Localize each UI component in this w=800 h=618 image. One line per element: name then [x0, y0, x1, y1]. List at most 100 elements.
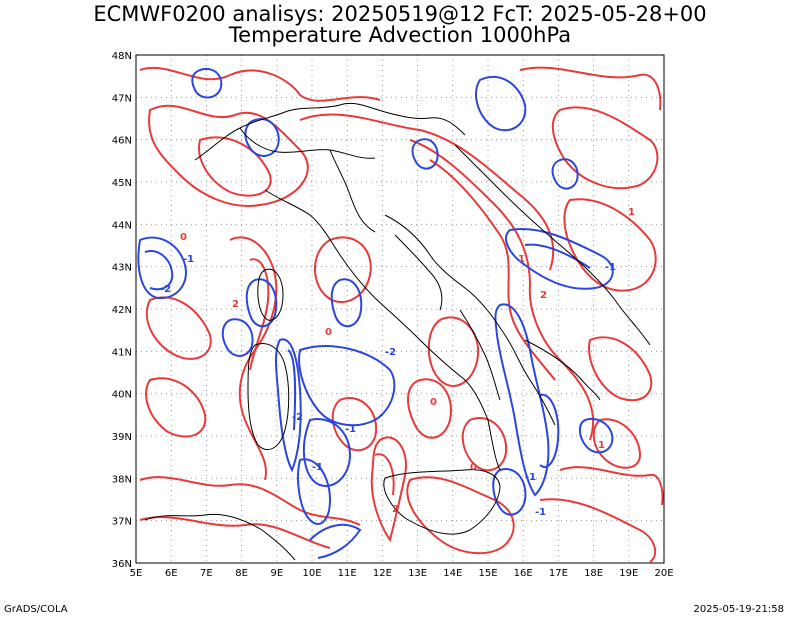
- longitude-tick-label: 6E: [165, 568, 178, 579]
- latitude-tick-label: 46N: [112, 136, 132, 147]
- longitude-tick-label: 19E: [619, 568, 638, 579]
- cold-contour: [578, 417, 614, 454]
- cold-contour: [244, 118, 280, 157]
- cold-contour: [144, 250, 174, 291]
- warm-contour: [429, 159, 556, 381]
- cold-contour: [302, 418, 352, 487]
- latitude-tick-label: 40N: [112, 390, 132, 401]
- internal-border: [459, 309, 501, 401]
- contour-label: 0: [470, 462, 477, 473]
- contour-label: -2: [292, 412, 303, 423]
- contour-label: -1: [183, 254, 194, 265]
- latitude-tick-labels: 36N 37N 38N 39N 40N 41N 42N 43N 44N 45N 46N 47N 48N: [112, 51, 132, 570]
- longitude-tick-label: 20E: [654, 568, 673, 579]
- coastlines-and-borders: [144, 102, 651, 561]
- cold-contour: [475, 75, 527, 132]
- contour-label: 0: [325, 327, 332, 338]
- peninsula-coast-west: [264, 189, 501, 471]
- cold-contour: [330, 278, 363, 328]
- contour-label: -1: [525, 472, 536, 483]
- chart-subtitle: Temperature Advection 1000hPa: [228, 23, 572, 47]
- cold-contour: [524, 243, 591, 269]
- warm-contour: [374, 453, 395, 496]
- internal-border: [394, 234, 443, 311]
- latitude-tick-label: 47N: [112, 93, 132, 104]
- warm-contour: [249, 258, 270, 371]
- cold-advection-contours: [137, 67, 614, 559]
- longitude-tick-label: 9E: [270, 568, 283, 579]
- warm-contour: [519, 66, 662, 111]
- cold-contour: [411, 138, 439, 170]
- contour-labels: -2 -1 2 -2 -1 -2 2 1 2 -1 -1 -1 1 1 -1 0…: [160, 207, 635, 518]
- cold-contour: [191, 67, 223, 99]
- contour-label: -1: [312, 462, 323, 473]
- longitude-tick-label: 15E: [478, 568, 497, 579]
- cold-contour: [494, 303, 550, 497]
- contour-label: 1: [518, 254, 525, 265]
- warm-contour: [461, 417, 508, 472]
- render-timestamp: 2025-05-19-21:58: [693, 604, 784, 615]
- contour-label: 2: [392, 504, 399, 515]
- cold-contour: [309, 523, 362, 559]
- peninsula-coast-east: [384, 214, 556, 426]
- sardinia-coast: [247, 343, 290, 450]
- cold-contour: [287, 349, 297, 431]
- latitude-tick-label: 41N: [112, 347, 132, 358]
- warm-contour: [313, 236, 372, 304]
- latitude-tick-label: 43N: [112, 263, 132, 274]
- warm-contour: [563, 198, 657, 292]
- latitude-tick-label: 36N: [112, 559, 132, 570]
- map-frame: [135, 54, 665, 564]
- contour-label: -2: [160, 284, 171, 295]
- warm-contour: [559, 466, 664, 506]
- warm-contour: [145, 296, 212, 360]
- contour-label: -1: [535, 507, 546, 518]
- latitude-tick-label: 42N: [112, 305, 132, 316]
- contour-label: 2: [232, 299, 239, 310]
- latitude-tick-label: 37N: [112, 517, 132, 528]
- adriatic-east-coast: [454, 144, 651, 346]
- warm-contour: [539, 498, 657, 563]
- longitude-tick-label: 11E: [338, 568, 357, 579]
- longitude-tick-label: 8E: [235, 568, 248, 579]
- warm-contour: [139, 67, 381, 102]
- cold-contour: [245, 278, 278, 328]
- warm-contour: [406, 476, 515, 555]
- latitude-tick-label: 44N: [112, 220, 132, 231]
- contour-label: -1: [345, 424, 356, 435]
- contour-label: 1: [598, 440, 605, 451]
- latitude-tick-label: 38N: [112, 474, 132, 485]
- cold-contour: [221, 318, 254, 357]
- warm-contour: [407, 378, 452, 439]
- cold-contour: [298, 345, 396, 427]
- longitude-tick-label: 13E: [408, 568, 427, 579]
- cold-contour: [137, 236, 187, 300]
- contour-label: 2: [540, 290, 547, 301]
- warm-contour: [145, 377, 207, 438]
- warm-contour: [592, 418, 642, 469]
- warm-contour: [139, 516, 331, 549]
- graticule: [136, 55, 664, 563]
- latitude-tick-label: 48N: [112, 51, 132, 62]
- longitude-tick-labels: 5E 6E 7E 8E 9E 10E 11E 12E 13E 14E 15E 16E 17E 18E 19E…: [130, 568, 674, 579]
- contour-label: 0: [180, 232, 187, 243]
- latitude-tick-label: 39N: [112, 432, 132, 443]
- warm-contour: [409, 139, 595, 441]
- contour-label: -1: [605, 262, 616, 273]
- contour-label: -2: [385, 347, 396, 358]
- cold-contour: [551, 158, 579, 190]
- cold-contour: [275, 338, 302, 473]
- longitude-tick-label: 17E: [549, 568, 568, 579]
- cold-contour: [492, 468, 527, 516]
- internal-border: [329, 149, 376, 233]
- warm-contour: [551, 106, 659, 190]
- tunisia-coast: [144, 513, 296, 561]
- longitude-tick-label: 5E: [130, 568, 143, 579]
- heel-coast: [524, 339, 601, 401]
- latitude-tick-label: 45N: [112, 178, 132, 189]
- warm-contour: [299, 113, 555, 271]
- warm-contour: [370, 436, 407, 543]
- warm-contour: [148, 104, 309, 207]
- chart-title: ECMWF0200 analisys: 20250519@12 FcT: 202…: [93, 2, 707, 26]
